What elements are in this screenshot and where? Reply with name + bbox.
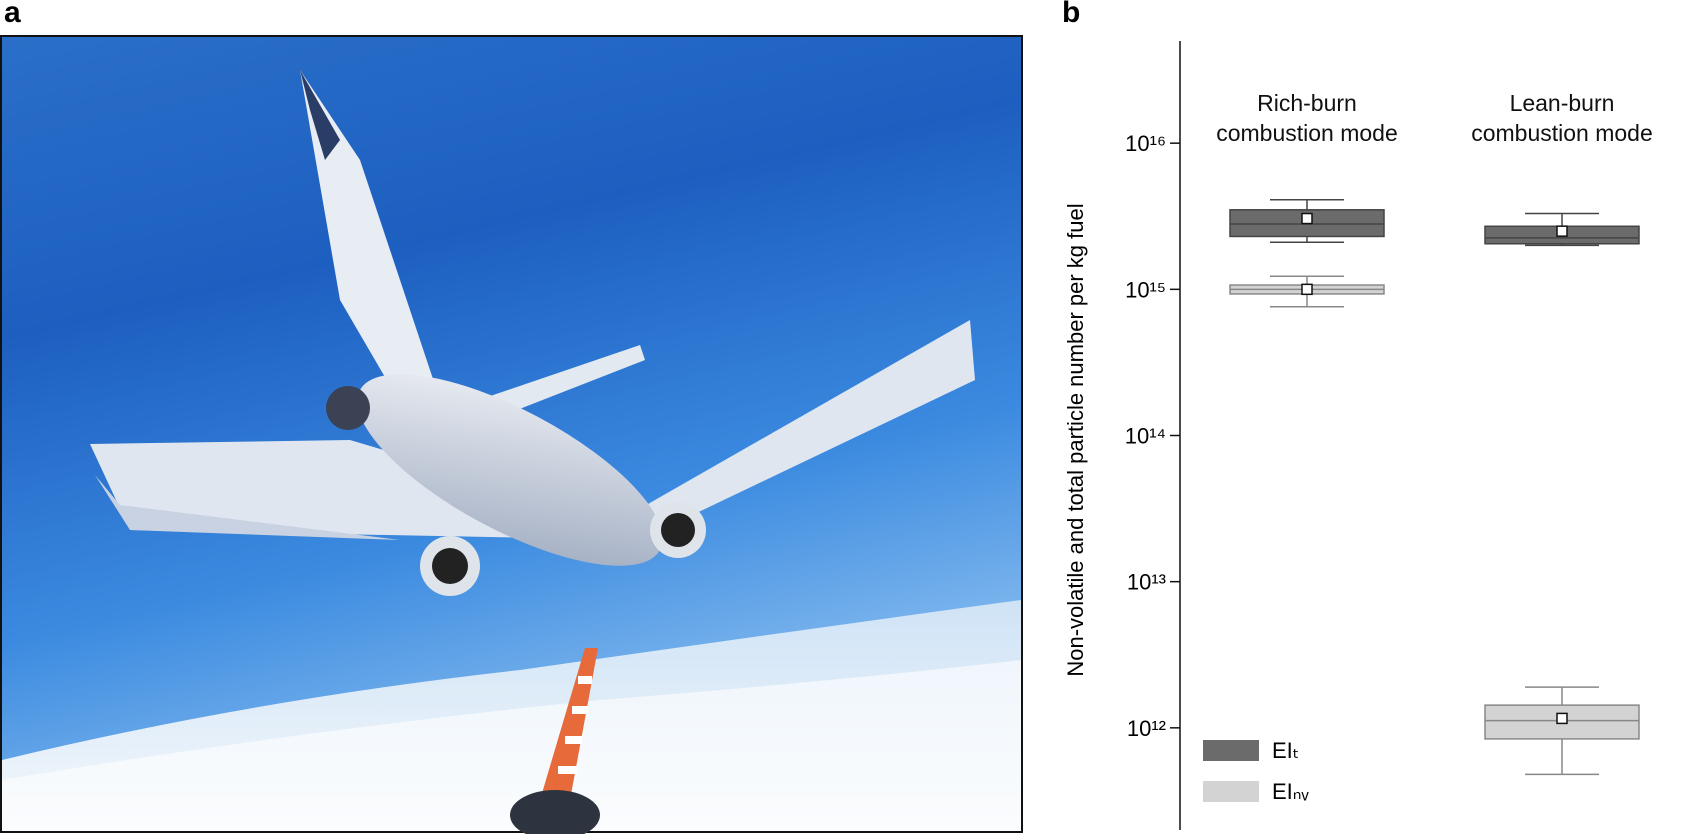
panel-label: b (1062, 0, 1081, 29)
mean-marker (1556, 225, 1568, 237)
y-tick-label: 10¹⁵ (1125, 277, 1166, 302)
y-tick-label: 10¹² (1127, 716, 1166, 741)
y-tick-label: 10¹⁴ (1125, 424, 1166, 449)
legend-label: EIₙᵥ (1272, 779, 1310, 804)
mean-marker (1301, 212, 1313, 225)
mean-marker (1301, 283, 1313, 296)
category-label: Lean-burn combustion mode (1471, 90, 1653, 146)
mean-marker (1556, 712, 1568, 725)
legend-label: EIₜ (1272, 738, 1299, 763)
legend-swatch (1203, 781, 1259, 802)
y-tick-label: 10¹³ (1127, 570, 1166, 595)
photo (0, 35, 1023, 834)
legend-swatch (1203, 740, 1259, 761)
category-label: Rich-burn combustion mode (1216, 90, 1398, 146)
panel-label: a (4, 0, 21, 29)
y-axis-label: Non-volatile and total particle number p… (1063, 203, 1088, 676)
y-tick-label: 10¹⁶ (1125, 131, 1166, 156)
